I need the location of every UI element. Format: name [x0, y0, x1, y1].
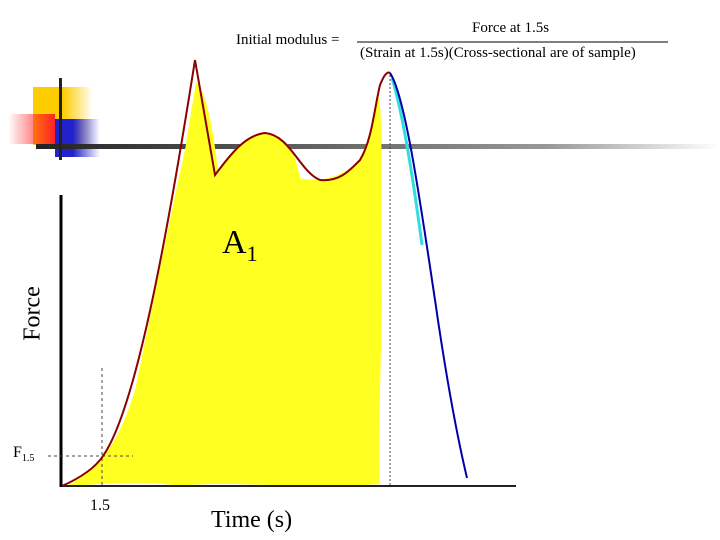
- formula-lhs: Initial modulus =: [236, 32, 340, 48]
- area-label-main: A: [222, 224, 247, 261]
- descent-curve: [389, 72, 468, 479]
- formula-numerator: Force at 1.5s: [472, 20, 550, 36]
- force-marker-label: F1.5: [13, 444, 34, 464]
- slide-logo-decoration: [8, 78, 720, 160]
- area-label-sub: 1: [246, 240, 258, 266]
- force-marker-main: F: [13, 444, 22, 461]
- time-tick-label: 1.5: [90, 497, 110, 514]
- cyan-highlight: [390, 77, 424, 246]
- force-curve: [61, 59, 391, 487]
- x-axis-label: Time (s): [211, 507, 293, 533]
- formula-denominator: (Strain at 1.5s)(Cross-sectional are of …: [360, 45, 636, 61]
- area-label: A1: [222, 224, 258, 267]
- force-marker-sub: 1.5: [21, 453, 35, 465]
- area-fill: [66, 82, 382, 486]
- y-axis-label: Force: [19, 286, 46, 341]
